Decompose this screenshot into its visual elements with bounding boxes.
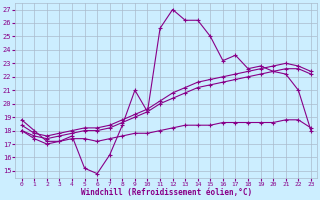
X-axis label: Windchill (Refroidissement éolien,°C): Windchill (Refroidissement éolien,°C) (81, 188, 252, 197)
